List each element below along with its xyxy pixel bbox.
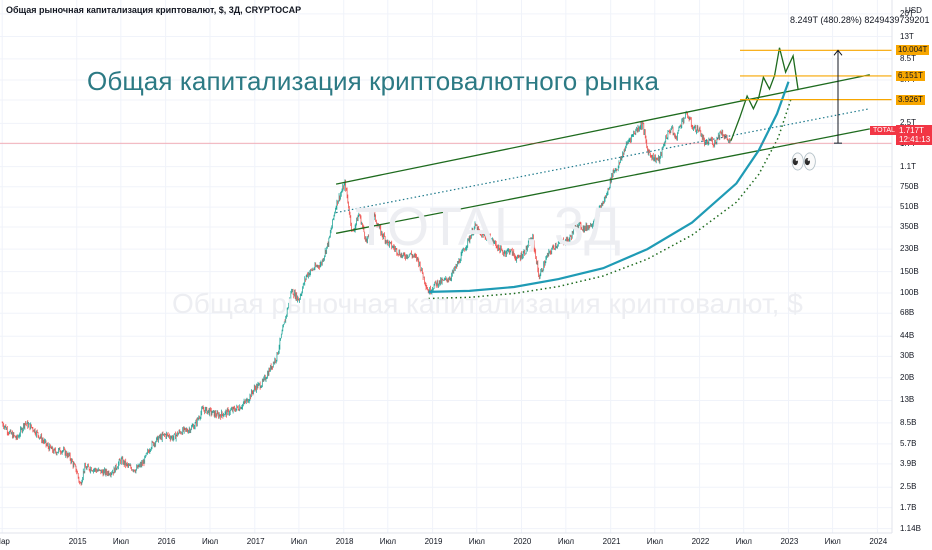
channel-mid-line	[335, 108, 870, 214]
y-tick-label: 1.7B	[900, 502, 917, 512]
annotation-title: Общая капитализация криптовалютного рынк…	[87, 66, 660, 96]
y-tick-label: 1.14B	[900, 523, 921, 533]
y-tick-label: 230B	[900, 244, 919, 254]
drawing-overlays	[0, 47, 892, 300]
x-tick-label: 2024	[869, 537, 888, 546]
current-price-tag: 1.717T 12:41:13	[896, 125, 932, 145]
x-tick-label: 2018	[335, 537, 354, 546]
parabolic-curve	[428, 81, 790, 293]
x-tick-label: Июл	[468, 537, 485, 546]
y-tick-label: 150B	[900, 266, 919, 276]
x-tick-label: Июл	[112, 537, 130, 546]
x-tick-label: Июл	[646, 537, 663, 546]
y-tick-label: 8.5T	[900, 53, 917, 63]
channel-upper-line	[335, 74, 870, 185]
y-tick-label: 510B	[900, 202, 919, 212]
y-tick-label: 100B	[900, 287, 919, 297]
y-tick-label: 8.5B	[900, 417, 917, 427]
y-tick-label: 20T	[900, 8, 914, 18]
symbol-title[interactable]: Общая рыночная капитализация криптовалют…	[6, 5, 302, 15]
dotted-curve	[428, 99, 792, 300]
y-tick-label: 350B	[900, 221, 919, 231]
x-tick-label: 2015	[68, 537, 87, 546]
x-tick-label: Июл	[379, 537, 397, 546]
y-tick-label: 2.5B	[900, 482, 917, 492]
x-tick-label: 2017	[246, 537, 265, 546]
x-tick-label: 2022	[691, 537, 710, 546]
watermark-ticker: TOTAL, 3Д	[355, 197, 621, 257]
y-tick-label: 1.1T	[900, 161, 917, 171]
level-label: 10.004T	[896, 45, 930, 56]
x-tick-label: Июл	[824, 537, 841, 546]
y-tick-label: 2.5T	[900, 118, 917, 128]
currency-label[interactable]: USD	[905, 6, 922, 15]
x-tick-label: Мар	[0, 537, 10, 546]
watermark-name: Общая рыночная капитализация криптовалют…	[172, 288, 803, 319]
level-label: 6.151T	[896, 70, 925, 81]
y-tick-label: 30B	[900, 351, 915, 361]
level-label: 3.926T	[896, 94, 925, 105]
x-tick-label: Июл	[735, 537, 752, 546]
channel-lower-line	[335, 128, 870, 234]
y-tick-label: 750B	[900, 181, 919, 191]
y-tick-label: 5.7B	[900, 438, 917, 448]
y-tick-label: 13T	[900, 31, 914, 41]
y-tick-label: 13B	[900, 395, 915, 405]
x-tick-label: Июл	[290, 537, 308, 546]
bar-countdown: 12:41:13	[899, 135, 931, 144]
price-series	[1, 110, 732, 486]
y-tick-label: 20B	[900, 372, 915, 382]
y-tick-label: 3.9B	[900, 458, 917, 468]
x-tick-label: 2021	[602, 537, 621, 546]
y-tick-label: 68B	[900, 308, 915, 318]
x-tick-label: Июл	[201, 537, 219, 546]
y-tick-label: 44B	[900, 331, 915, 341]
current-price-value: 1.717T	[899, 126, 924, 135]
chart-grid	[0, 0, 892, 533]
symbol-tag: TOTAL	[870, 126, 898, 135]
x-tick-label: 2016	[157, 537, 176, 546]
x-tick-label: 2020	[513, 537, 532, 546]
measure-arrow-head	[833, 49, 843, 56]
x-tick-label: 2019	[424, 537, 443, 546]
x-tick-label: 2023	[780, 537, 799, 546]
eyes-emoji-icon: 👀	[790, 149, 818, 174]
measure-label: 8.249T (480.28%) 8249439739201	[790, 15, 930, 25]
x-tick-label: Июл	[557, 537, 575, 546]
